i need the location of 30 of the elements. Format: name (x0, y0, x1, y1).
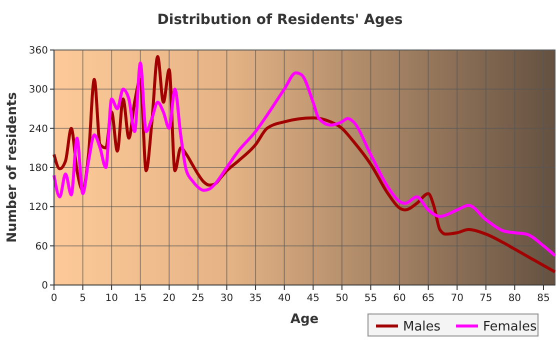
y-tick-label: 360 (28, 46, 48, 56)
x-tick-label: 30 (220, 293, 234, 304)
x-tick-label: 25 (192, 293, 204, 304)
x-tick-label: 15 (134, 293, 147, 304)
x-tick-label: 75 (480, 293, 492, 304)
x-tick-label: 5 (80, 293, 86, 304)
legend-label: Females (483, 320, 538, 334)
x-tick-label: 10 (105, 293, 118, 304)
y-tick-label: 60 (35, 241, 48, 252)
x-tick-label: 40 (278, 293, 291, 304)
y-axis-title: Number of residents (5, 92, 20, 243)
x-tick-label: 60 (393, 293, 406, 304)
x-tick-label: 45 (306, 293, 320, 304)
x-tick-label: 80 (508, 293, 522, 304)
y-tick-label: 240 (28, 124, 48, 135)
x-tick-label: 65 (422, 293, 435, 304)
x-tick-label: 50 (336, 293, 348, 304)
x-tick-label: 70 (450, 293, 464, 304)
x-tick-label: 0 (50, 293, 58, 304)
y-tick-label: 180 (28, 163, 48, 174)
legend-label: Males (403, 320, 441, 334)
x-tick-label: 55 (364, 293, 378, 304)
y-tick-label: 300 (28, 84, 48, 96)
x-tick-label: 35 (249, 293, 262, 304)
x-tick-label: 20 (162, 293, 176, 304)
x-axis-title: Age (290, 312, 319, 327)
y-tick-label: 120 (28, 202, 48, 214)
x-tick-label: 85 (537, 293, 550, 304)
y-tick-label: 0 (42, 280, 48, 292)
chart-title: Distribution of Residents' Ages (157, 12, 403, 28)
